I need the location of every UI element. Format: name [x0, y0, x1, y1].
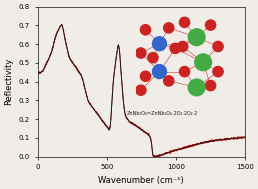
Text: ZnNb₂O₆=ZnNb₂O₆·2O₂·2O₂·2: ZnNb₂O₆=ZnNb₂O₆·2O₂·2O₂·2 [126, 111, 198, 116]
Y-axis label: Reflectivity: Reflectivity [4, 58, 13, 105]
X-axis label: Wavenumber (cm⁻¹): Wavenumber (cm⁻¹) [98, 176, 184, 185]
